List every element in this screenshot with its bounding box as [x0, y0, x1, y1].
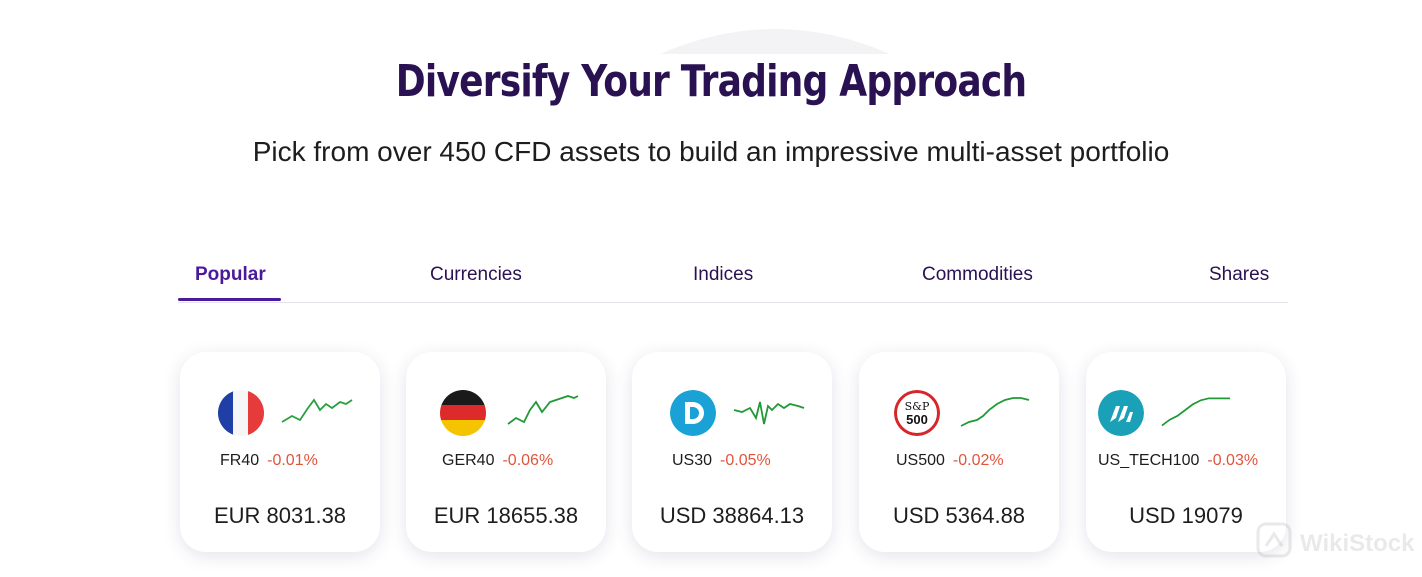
asset-change: -0.02%	[952, 452, 1004, 469]
active-tab-indicator	[178, 298, 281, 301]
sp500-logo-line2: 500	[906, 412, 928, 427]
asset-card-us500[interactable]: S&P 500 US500 -0.02% USD 5364.88	[859, 352, 1059, 552]
background-decoration	[660, 29, 890, 54]
sparkline-chart	[960, 397, 1030, 427]
dow-jones-icon	[670, 390, 716, 436]
asset-price: USD 5364.88	[892, 503, 1026, 528]
sp500-logo-line1: S&P	[905, 400, 930, 413]
watermark: WikiStock	[1256, 522, 1422, 562]
asset-symbol: US500	[896, 452, 945, 469]
tab-popular[interactable]: Popular	[195, 264, 266, 285]
watermark-logo-icon	[1256, 522, 1292, 558]
asset-change: -0.05%	[720, 452, 771, 469]
watermark-text: WikiStock	[1300, 530, 1415, 557]
asset-change: -0.01%	[267, 452, 318, 469]
asset-card-us-tech100[interactable]: US_TECH100 -0.03% USD 19079	[1086, 352, 1286, 552]
asset-change: -0.03%	[1207, 452, 1259, 469]
sparkline-chart	[733, 401, 805, 425]
sparkline-chart	[281, 398, 353, 423]
nasdaq-icon	[1098, 390, 1144, 436]
asset-symbol: FR40	[220, 452, 260, 469]
asset-symbol: US_TECH100	[1098, 452, 1200, 469]
asset-card-us30[interactable]: US30 -0.05% USD 38864.13	[632, 352, 832, 552]
asset-category-tabs: Popular Currencies Indices Commodities S…	[178, 258, 1288, 303]
asset-change: -0.06%	[502, 452, 554, 469]
page-subtitle: Pick from over 450 CFD assets to build a…	[252, 136, 1170, 167]
tab-commodities[interactable]: Commodities	[922, 264, 1033, 285]
asset-card-ger40[interactable]: GER40 -0.06% EUR 18655.38	[406, 352, 606, 552]
tab-indices[interactable]: Indices	[693, 264, 754, 285]
france-flag-icon	[218, 390, 264, 436]
sparkline-chart	[1161, 397, 1231, 427]
asset-symbol: GER40	[442, 452, 495, 469]
sp500-icon: S&P 500	[894, 390, 940, 436]
asset-price: USD 19079	[1129, 503, 1243, 528]
asset-price: EUR 8031.38	[213, 503, 347, 528]
page-title: Diversify Your Trading Approach	[395, 56, 1027, 107]
germany-flag-icon	[440, 390, 486, 436]
tab-shares[interactable]: Shares	[1209, 264, 1270, 285]
asset-symbol: US30	[672, 452, 713, 469]
asset-price: EUR 18655.38	[433, 503, 579, 528]
tab-currencies[interactable]: Currencies	[430, 264, 522, 285]
sparkline-chart	[507, 395, 579, 425]
asset-price: USD 38864.13	[659, 503, 805, 528]
asset-card-fr40[interactable]: FR40 -0.01% EUR 8031.38	[180, 352, 380, 552]
